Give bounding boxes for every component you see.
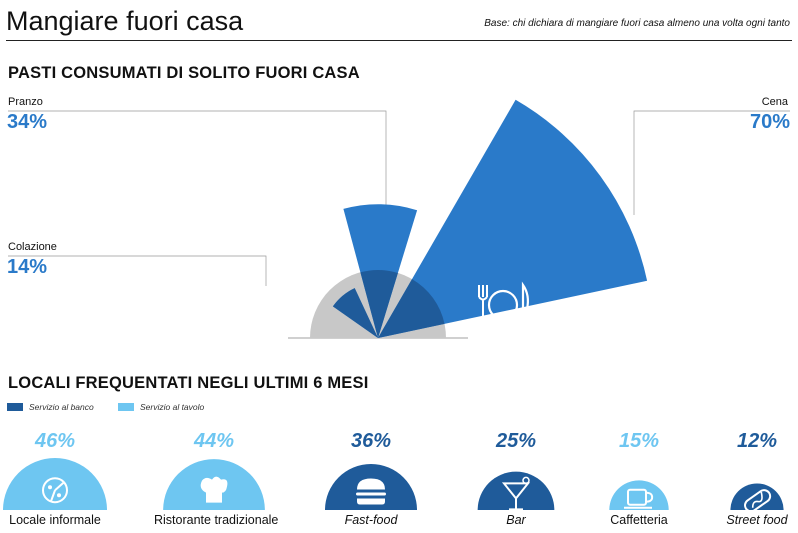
venue-label: Fast-food: [344, 513, 398, 527]
sector-overlap-cena: [378, 279, 445, 338]
leader-line-colazione: [8, 255, 267, 288]
leader-line-cena: [633, 110, 790, 215]
legend-label-banco: Servizio al banco: [29, 402, 94, 412]
meal-sectors: [332, 99, 648, 338]
croissant-cup-icon: [236, 286, 288, 324]
venue-value: 25%: [495, 430, 537, 452]
burger-icon: [317, 155, 363, 191]
burger-icon: [356, 478, 386, 505]
venue-dome-shape: [730, 483, 784, 510]
venue-dome: [730, 483, 784, 510]
base-note: Base: chi dichiara di mangiare fuori cas…: [484, 18, 790, 29]
sector-cena: [378, 99, 648, 338]
legend-swatch-banco: [7, 403, 23, 411]
venue-caffetteria: 15% Caffetteria: [579, 430, 699, 527]
venue-dome-shape: [3, 458, 107, 510]
leader-line-pranzo: [8, 110, 387, 205]
venue-value: 12%: [736, 430, 778, 452]
meal-value-pranzo: 34%: [7, 111, 48, 133]
legend-item-banco: Servizio al banco: [7, 402, 94, 412]
page-title: Mangiare fuori casa: [6, 6, 244, 36]
venue-label: Bar: [506, 513, 526, 527]
venue-dome: [324, 464, 418, 510]
venue-dome-shape: [609, 480, 669, 510]
meal-label-colazione: Colazione: [8, 241, 57, 253]
sector-overlap-colazione: [332, 288, 378, 338]
venue-value: 46%: [34, 430, 76, 452]
venue-dome-shape: [477, 471, 555, 510]
venue-value: 44%: [193, 430, 235, 452]
venue-label: Locale informale: [9, 513, 101, 527]
venue-value: 15%: [618, 430, 660, 452]
meal-icons: [236, 155, 529, 327]
section-title-venues: LOCALI FREQUENTATI NEGLI ULTIMI 6 MESI: [8, 374, 369, 392]
venue-fast-food: 36% Fast-food: [311, 430, 431, 527]
venue-dome: [609, 480, 669, 510]
sector-overlap-pranzo: [360, 270, 398, 338]
legend-item-tavolo: Servizio al tavolo: [118, 402, 204, 412]
coffee-cup-icon: [624, 488, 654, 509]
legend-label-tavolo: Servizio al tavolo: [140, 402, 205, 412]
meal-value-cena: 70%: [749, 111, 790, 133]
section-title-meals: PASTI CONSUMATI DI SOLITO FUORI CASA: [8, 64, 360, 82]
venue-ristorante-tradizionale: 44% Ristorante tradizionale: [154, 430, 279, 527]
venue-locale-informale: 46% Locale informale: [0, 430, 115, 527]
leader-lines: [8, 110, 790, 288]
meal-label-pranzo: Pranzo: [8, 96, 43, 108]
title-divider: [6, 40, 792, 41]
venue-dome: [477, 471, 555, 510]
venue-dome: [163, 459, 265, 510]
venue-value: 36%: [350, 430, 392, 452]
venue-street-food: 12% Street food: [697, 430, 798, 527]
meal-label-cena: Cena: [761, 96, 788, 108]
venue-label: Caffetteria: [610, 513, 668, 527]
plate-cutlery-icon: [478, 281, 529, 327]
cocktail-icon: [501, 476, 531, 510]
venue-bar: 25% Bar: [456, 430, 576, 527]
legend-swatch-tavolo: [118, 403, 134, 411]
venue-label: Street food: [726, 513, 788, 527]
venue-dome: [3, 458, 107, 510]
meal-value-colazione: 14%: [7, 256, 48, 278]
hotdog-icon: [744, 489, 772, 510]
meals-radial-chart: [8, 99, 790, 339]
pizza-icon: [42, 477, 68, 504]
chef-hat-icon: [200, 476, 228, 503]
venue-label: Ristorante tradizionale: [154, 513, 279, 527]
